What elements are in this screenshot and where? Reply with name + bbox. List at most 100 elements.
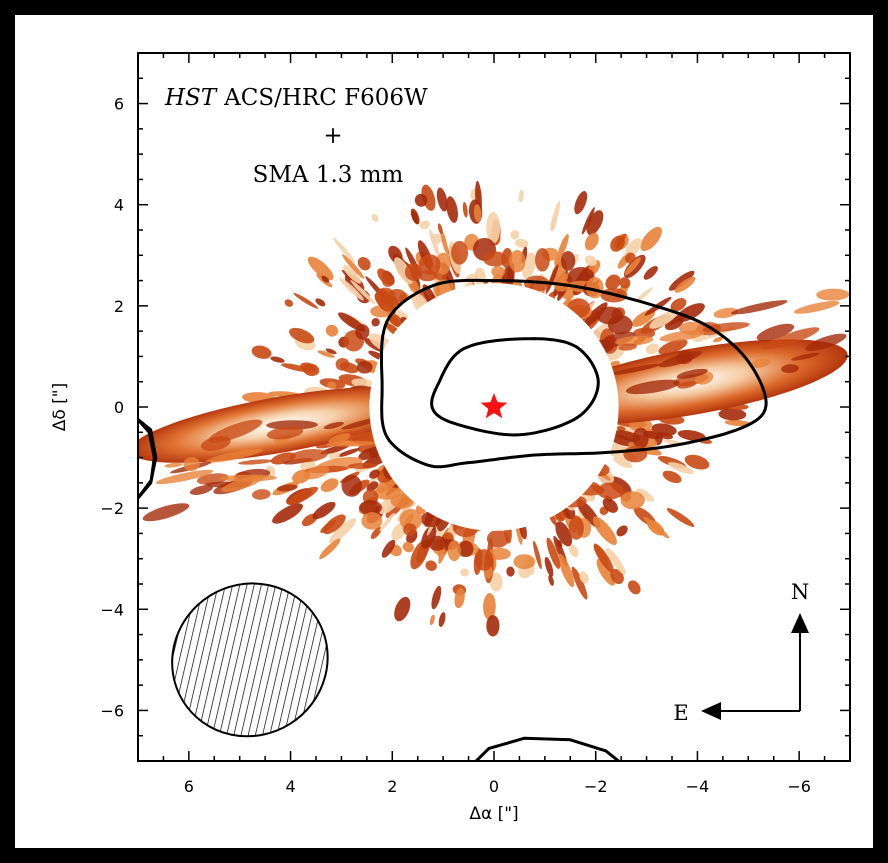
halo-speckle (343, 265, 362, 284)
annotation-hst: HST (164, 85, 218, 111)
halo-patch (418, 270, 437, 282)
halo-speckle (640, 226, 663, 252)
halo-speckle (437, 223, 443, 235)
compass-east-arrow (701, 702, 721, 720)
disk-filament (289, 449, 328, 463)
halo-patch (513, 554, 536, 570)
disk-filament (164, 462, 183, 468)
halo-speckle (675, 303, 705, 323)
halo-speckle (724, 419, 751, 427)
disk-filament (781, 364, 799, 374)
halo-speckle (557, 234, 569, 260)
disk-filament (208, 419, 263, 443)
x-tick-label: −6 (787, 777, 811, 796)
halo-patch (486, 529, 510, 548)
halo-speckle (369, 469, 380, 479)
halo-speckle (616, 426, 626, 432)
disk-filament (323, 421, 344, 430)
halo-speckle (394, 596, 411, 622)
halo-patch (586, 277, 604, 299)
annotation-instrument: HST ACS/HRC F606W (164, 85, 428, 111)
disk-filament (679, 321, 704, 335)
halo-speckle (460, 568, 470, 577)
halo-speckle (548, 574, 554, 586)
compass: N E (673, 580, 809, 725)
halo-speckle (616, 525, 628, 537)
halo-speckle (320, 444, 350, 455)
halo-speckle (342, 254, 365, 279)
halo-speckle (551, 217, 558, 232)
halo-speckle (371, 317, 380, 327)
disk-filament (791, 352, 820, 361)
disk-filament (276, 484, 298, 492)
halo-speckle (571, 566, 588, 600)
halo-patch (359, 500, 382, 516)
halo-speckle (667, 462, 694, 474)
halo-speckle (325, 348, 337, 355)
disk-filament (805, 333, 847, 352)
y-tick-label: 4 (114, 196, 124, 215)
halo-speckle (610, 568, 624, 585)
halo-speckle (574, 190, 588, 215)
disk-filament (756, 323, 795, 342)
halo-speckle (647, 519, 665, 536)
disk-filament (763, 327, 820, 350)
halo-patch (567, 266, 595, 286)
x-tick-label: 2 (387, 777, 397, 796)
y-axis-label: Δδ ["] (50, 383, 70, 432)
halo-speckle (315, 298, 326, 307)
halo-speckle (584, 232, 599, 251)
halo-speckle (613, 456, 633, 469)
halo-speckle (325, 324, 339, 337)
halo-patch (457, 540, 474, 558)
halo-speckle (474, 267, 486, 288)
halo-speckle (329, 518, 357, 544)
halo-speckle (381, 539, 396, 558)
disk-filament (615, 335, 654, 346)
halo-patch (403, 523, 417, 536)
halo-patch (487, 547, 511, 560)
halo-speckle (670, 298, 687, 312)
halo-patch (597, 482, 624, 500)
halo-speckle (568, 544, 579, 558)
halo-speckle (307, 256, 334, 281)
halo-speckle (410, 208, 420, 225)
halo-speckle (635, 287, 653, 303)
halo-speckle (333, 237, 356, 264)
halo-speckle (321, 275, 330, 283)
halo-speckle (289, 327, 315, 344)
halo-speckle (366, 481, 379, 492)
halo-speckle (425, 560, 437, 571)
disk-filament (303, 465, 330, 480)
compass-north-arrow (791, 613, 809, 633)
disk-filament (793, 301, 840, 314)
disk-filament (205, 448, 263, 463)
halo-speckle (319, 538, 341, 560)
halo-patch (341, 474, 362, 497)
halo-patch (382, 276, 395, 287)
halo-speckle (624, 238, 642, 258)
halo-speckle (339, 277, 364, 301)
disk-filament (266, 420, 318, 430)
halo-speckle (651, 423, 677, 436)
halo-speckle (602, 497, 618, 513)
halo-patch (568, 516, 584, 540)
halo-patch (474, 549, 494, 571)
halo-speckle (586, 210, 604, 236)
halo-speckle (357, 256, 371, 271)
halo-speckle (674, 276, 696, 293)
x-tick-label: 0 (489, 777, 499, 796)
halo-speckle (438, 612, 446, 628)
disk-filament (251, 489, 271, 500)
halo-speckle (483, 593, 496, 620)
halo-speckle (429, 229, 440, 258)
halo-speckle (462, 202, 468, 218)
halo-speckle (287, 486, 319, 505)
y-tick-label: 2 (114, 297, 124, 316)
annotation-acs: ACS/HRC F606W (223, 85, 428, 111)
halo-patch (451, 240, 469, 265)
halo-speckle (251, 345, 272, 359)
halo-speckle (666, 508, 695, 527)
compass-north-label: N (791, 580, 809, 604)
halo-speckle (506, 566, 515, 577)
